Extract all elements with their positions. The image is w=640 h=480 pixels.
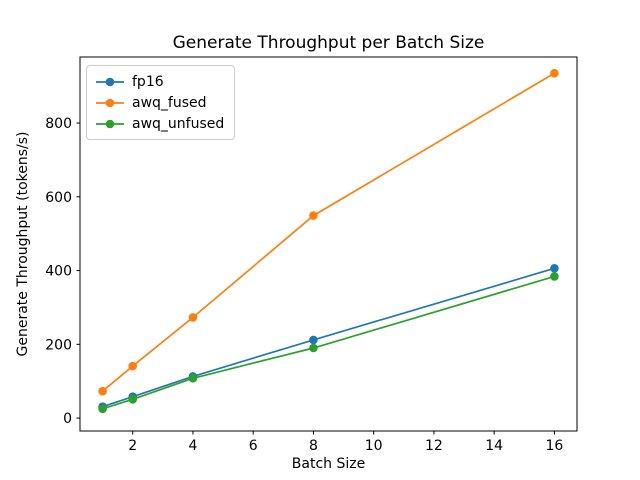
x-tick-label: 6 bbox=[249, 438, 258, 454]
legend-entry-awq-unfused: awq_unfused bbox=[95, 113, 224, 134]
x-tick-label: 10 bbox=[365, 438, 383, 454]
y-tick-label: 0 bbox=[63, 411, 72, 427]
legend-label: awq_unfused bbox=[132, 115, 225, 132]
legend-entry-fp16: fp16 bbox=[95, 71, 224, 92]
series-marker-awq_unfused bbox=[128, 394, 138, 404]
y-tick-label: 600 bbox=[45, 190, 72, 206]
chart-title: Generate Throughput per Batch Size bbox=[172, 33, 485, 53]
y-tick-label: 800 bbox=[45, 116, 72, 132]
series-marker-awq_unfused bbox=[188, 373, 198, 383]
x-tick-label: 2 bbox=[128, 438, 137, 454]
series-marker-awq_fused bbox=[98, 386, 107, 396]
series-marker-awq_unfused bbox=[309, 343, 318, 353]
x-tick-label: 4 bbox=[188, 438, 197, 454]
legend-label: awq_fused bbox=[132, 94, 207, 111]
x-tick-label: 12 bbox=[425, 438, 443, 454]
y-axis-label: Generate Throughput (tokens/s) bbox=[15, 131, 31, 357]
legend-line-marker-icon bbox=[96, 77, 124, 86]
series-line-awq_unfused bbox=[102, 275, 555, 410]
series-marker-awq_fused bbox=[188, 313, 198, 322]
legend-line-marker-icon bbox=[96, 119, 124, 128]
legend-label: fp16 bbox=[132, 73, 164, 90]
x-tick-label: 16 bbox=[545, 438, 563, 454]
series-marker-fp16 bbox=[550, 264, 559, 273]
axes-spines bbox=[79, 56, 578, 432]
legend: fp16 awq_fused awq_unfused bbox=[86, 65, 236, 140]
series-marker-awq_unfused bbox=[98, 404, 107, 414]
y-tick-label: 400 bbox=[45, 264, 72, 280]
series-marker-awq_fused bbox=[309, 211, 318, 220]
series-marker-awq_fused bbox=[128, 361, 138, 371]
x-axis-label: Batch Size bbox=[291, 456, 366, 472]
series-marker-fp16 bbox=[309, 335, 318, 345]
legend-entry-awq-fused: awq_fused bbox=[95, 92, 224, 113]
x-tick-label: 14 bbox=[485, 438, 503, 454]
series-marker-awq_unfused bbox=[550, 272, 559, 281]
x-tick-label: 8 bbox=[309, 438, 318, 454]
y-tick-label: 200 bbox=[45, 337, 72, 353]
legend-line-marker-icon bbox=[96, 98, 124, 107]
series-marker-awq_fused bbox=[550, 68, 559, 78]
